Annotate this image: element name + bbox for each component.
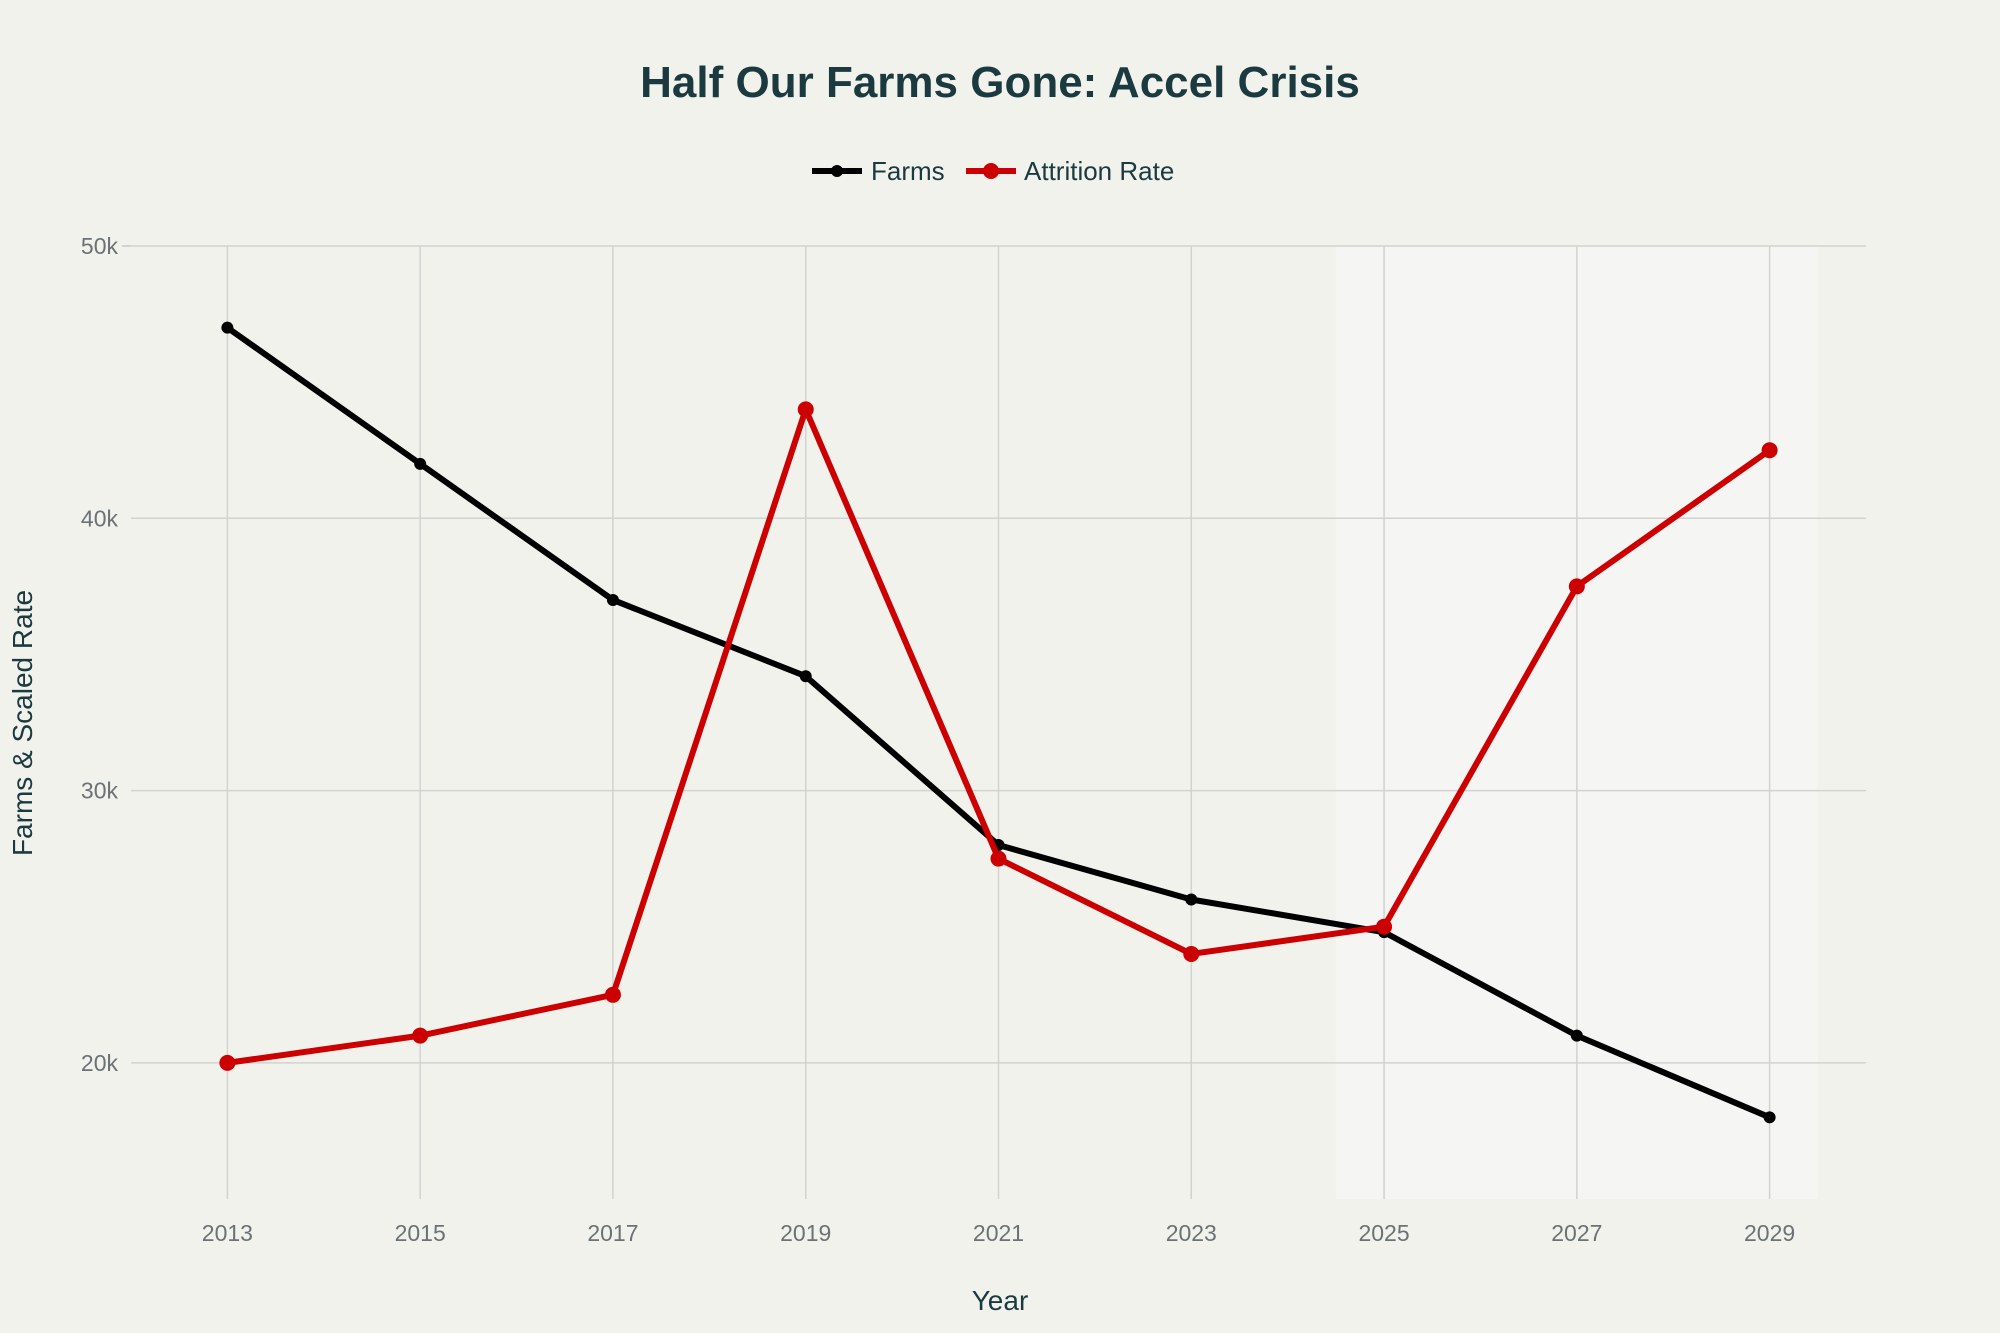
data-point xyxy=(1376,918,1393,935)
data-point xyxy=(604,986,621,1003)
data-point xyxy=(990,850,1007,867)
data-point xyxy=(799,670,812,683)
data-point xyxy=(1183,945,1200,962)
x-tick-label: 2019 xyxy=(780,1220,831,1246)
x-tick-label: 2029 xyxy=(1744,1220,1795,1246)
x-tick-label: 2023 xyxy=(1166,1220,1217,1246)
data-point xyxy=(606,593,619,606)
data-point xyxy=(412,1027,429,1044)
y-axis-title: Farms & Scaled Rate xyxy=(7,590,38,856)
data-point xyxy=(1568,578,1585,595)
x-tick-label: 2013 xyxy=(202,1220,253,1246)
data-point xyxy=(1185,893,1198,906)
data-point xyxy=(1763,1111,1776,1124)
x-tick-label: 2015 xyxy=(395,1220,446,1246)
legend-label: Attrition Rate xyxy=(1024,156,1174,186)
x-tick-label: 2027 xyxy=(1551,1220,1602,1246)
data-point xyxy=(797,401,814,418)
x-tick-label: 2017 xyxy=(587,1220,638,1246)
y-tick-label: 50k xyxy=(81,233,119,259)
data-point xyxy=(414,457,427,470)
legend-swatch-marker xyxy=(983,163,999,179)
y-tick-label: 20k xyxy=(81,1050,119,1076)
data-point xyxy=(1570,1029,1583,1042)
data-point xyxy=(219,1054,236,1071)
data-point xyxy=(1761,442,1778,459)
y-tick-label: 30k xyxy=(81,778,119,804)
x-axis-title: Year xyxy=(972,1285,1029,1316)
legend: Farms Attrition Rate xyxy=(812,156,1174,186)
legend-swatch-marker xyxy=(831,165,843,177)
legend-label: Farms xyxy=(871,156,945,186)
chart-title: Half Our Farms Gone: Accel Crisis xyxy=(640,58,1360,107)
x-tick-label: 2021 xyxy=(973,1220,1024,1246)
data-point xyxy=(221,321,234,334)
y-tick-label: 40k xyxy=(81,505,119,531)
x-tick-label: 2025 xyxy=(1358,1220,1409,1246)
